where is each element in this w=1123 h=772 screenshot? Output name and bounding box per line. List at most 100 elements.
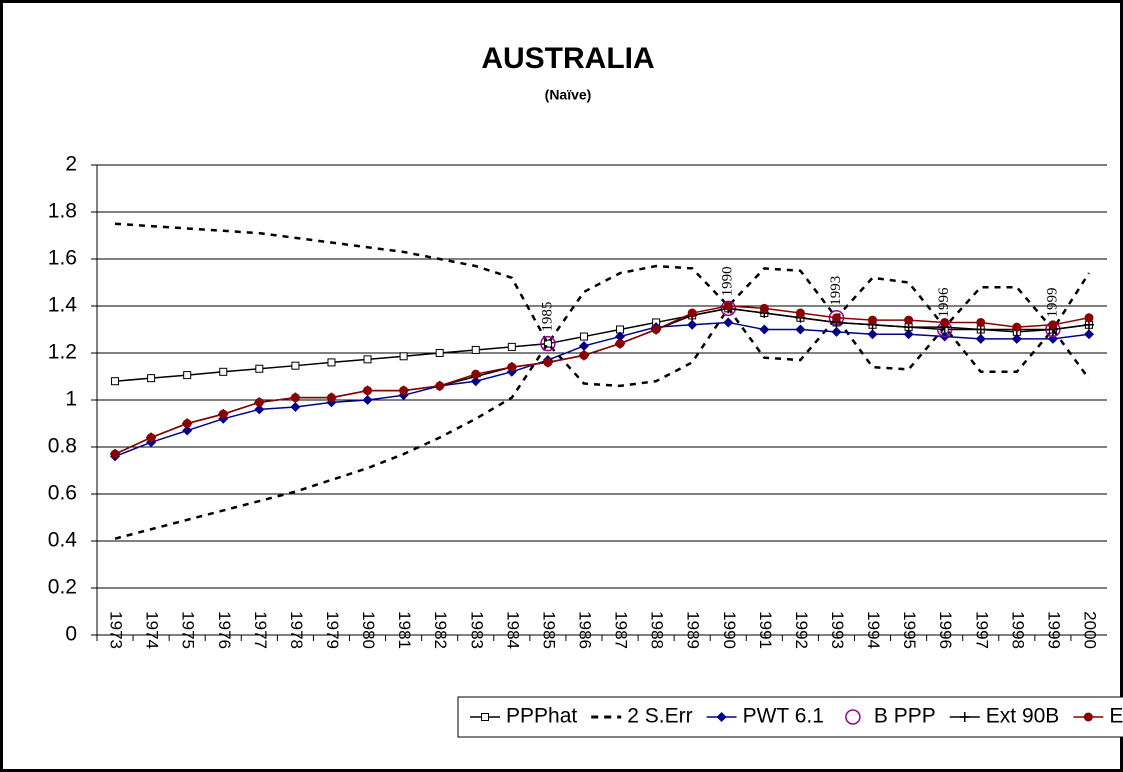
marker (254, 397, 264, 407)
legend-marker (959, 712, 970, 722)
annotation: 1985 (539, 302, 555, 332)
legend-marker (716, 712, 727, 722)
x-tick-label: 1976 (215, 611, 234, 649)
marker (471, 369, 481, 379)
marker (723, 317, 734, 328)
marker (868, 315, 878, 325)
marker (687, 319, 698, 330)
y-tick-label: 1 (65, 388, 77, 411)
marker (1011, 333, 1022, 344)
marker (579, 332, 588, 341)
marker (507, 342, 516, 351)
marker (182, 425, 193, 436)
x-tick-label: 1997 (972, 611, 991, 649)
x-tick-label: 1986 (575, 611, 594, 649)
marker (723, 301, 733, 311)
marker (399, 386, 409, 396)
annotation: 1999 (1044, 288, 1060, 318)
x-tick-label: 1989 (684, 611, 703, 649)
annotation: 1993 (828, 276, 844, 306)
x-tick-label: 1994 (864, 611, 883, 649)
y-tick-label: 1.4 (48, 294, 78, 317)
y-tick-label: 1.6 (48, 247, 77, 270)
legend-label: Ext 93B (1109, 705, 1123, 728)
x-tick-label: 1991 (756, 611, 775, 649)
x-tick-label: 2000 (1080, 611, 1099, 649)
marker (976, 317, 986, 327)
y-tick-label: 0.8 (48, 435, 77, 458)
y-tick-label: 1.2 (48, 341, 77, 364)
x-tick-label: 1990 (720, 611, 739, 649)
marker (182, 419, 192, 428)
y-tick-label: 0.4 (48, 529, 78, 552)
marker (759, 324, 770, 335)
series-line (114, 321, 1090, 458)
marker (362, 395, 373, 405)
y-tick-label: 2 (65, 153, 77, 176)
marker (1083, 329, 1094, 340)
marker (326, 393, 336, 403)
legend-label: PPPhat (506, 705, 577, 728)
marker (290, 393, 300, 403)
marker (720, 300, 736, 317)
marker (1084, 313, 1094, 323)
x-tick-label: 1993 (828, 611, 847, 649)
legend-marker (1083, 712, 1093, 722)
marker (831, 326, 842, 337)
x-tick-label: 1983 (467, 611, 486, 649)
marker (903, 329, 914, 340)
legend-label: Ext 90B (986, 705, 1060, 728)
x-tick-label: 1992 (792, 611, 811, 649)
marker (363, 355, 372, 364)
marker (147, 374, 156, 383)
marker (183, 371, 192, 380)
marker (795, 324, 806, 335)
marker (507, 362, 517, 372)
marker (615, 331, 626, 342)
x-tick-label: 1988 (648, 611, 667, 649)
legend-label: 2 S.Err (627, 705, 692, 728)
x-tick-label: 1980 (359, 611, 378, 649)
series-line (114, 305, 1090, 455)
x-tick-label: 1974 (143, 611, 162, 649)
x-tick-label: 1998 (1008, 611, 1027, 649)
marker (904, 315, 914, 325)
marker (867, 329, 878, 340)
marker (759, 303, 769, 313)
legend-label: B PPP (874, 705, 936, 728)
chart-title: AUSTRALIA (481, 42, 654, 75)
x-tick-label: 1973 (107, 611, 126, 649)
x-tick-label: 1981 (395, 611, 414, 649)
x-tick-label: 1999 (1044, 611, 1063, 649)
marker (399, 352, 408, 361)
x-tick-label: 1975 (179, 611, 198, 649)
x-tick-label: 1982 (431, 611, 450, 649)
marker (471, 345, 480, 354)
x-tick-label: 1984 (503, 611, 522, 649)
marker (578, 340, 589, 351)
marker (651, 325, 661, 334)
marker (363, 386, 373, 396)
marker (327, 358, 336, 367)
marker (540, 335, 556, 352)
annotation: 1990 (720, 266, 736, 296)
marker (290, 402, 301, 413)
chart-subtitle: (Naïve) (545, 87, 592, 103)
marker (435, 349, 444, 357)
marker (146, 433, 156, 443)
y-tick-label: 0.6 (48, 482, 77, 505)
marker (543, 357, 553, 367)
legend-label: PWT 6.1 (743, 705, 824, 728)
marker (543, 339, 552, 348)
marker (111, 377, 120, 386)
x-tick-label: 1979 (323, 611, 342, 649)
annotation: 1996 (936, 287, 952, 318)
marker (940, 317, 950, 327)
legend-marker (845, 709, 861, 725)
x-tick-label: 1978 (287, 611, 306, 649)
legend-box (457, 696, 1123, 738)
series-line (114, 307, 1090, 382)
